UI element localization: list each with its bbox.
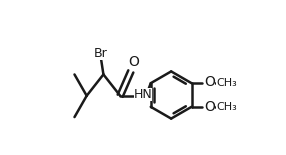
- Text: O: O: [204, 75, 215, 89]
- Text: CH₃: CH₃: [216, 78, 237, 88]
- Text: CH₃: CH₃: [216, 102, 237, 112]
- Text: HN: HN: [134, 88, 152, 101]
- Text: O: O: [128, 55, 139, 69]
- Text: Br: Br: [94, 47, 107, 60]
- Text: O: O: [204, 100, 215, 114]
